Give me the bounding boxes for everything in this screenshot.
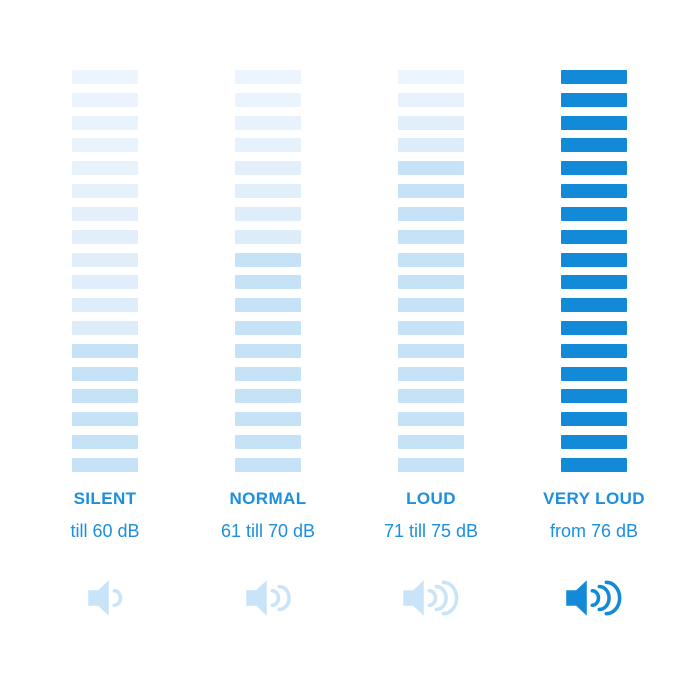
column-loud: LOUD 71 till 75 dB <box>361 70 501 618</box>
bar-segment <box>72 252 138 267</box>
bar-segment <box>72 115 138 130</box>
columns-row: SILENT till 60 dB NORMAL 61 till 70 dB L… <box>35 0 700 618</box>
bar-segment <box>398 320 464 335</box>
bar-segment <box>72 298 138 313</box>
level-bar-very-loud <box>561 70 627 472</box>
bar-segment <box>235 389 301 404</box>
bar-segment <box>235 298 301 313</box>
bar-segment <box>561 343 627 358</box>
bar-segment <box>398 252 464 267</box>
bar-segment <box>235 138 301 153</box>
bar-segment <box>235 161 301 176</box>
db-range-loud: 71 till 75 dB <box>383 521 479 541</box>
bar-segment <box>235 435 301 449</box>
bar-segment <box>398 457 464 472</box>
bar-segment <box>235 184 301 199</box>
bar-segment <box>561 457 627 472</box>
speaker-1-wave-icon <box>86 578 125 618</box>
bar-segment <box>398 138 464 153</box>
bar-segment <box>398 115 464 130</box>
bar-segment <box>561 366 627 381</box>
bar-segment <box>561 298 627 313</box>
bar-segment <box>398 389 464 404</box>
bar-segment <box>561 92 627 107</box>
bar-segment <box>72 389 138 404</box>
speaker-3-waves-bold-icon <box>564 578 624 618</box>
bar-segment <box>235 252 301 267</box>
bar-segment <box>72 275 138 290</box>
bar-segment <box>398 412 464 427</box>
level-bar-loud <box>398 70 464 472</box>
bar-segment <box>72 229 138 244</box>
bar-segment <box>235 206 301 221</box>
speaker-3-waves-icon <box>401 578 461 618</box>
bar-segment <box>398 229 464 244</box>
column-normal: NORMAL 61 till 70 dB <box>198 70 338 618</box>
bar-segment <box>398 92 464 107</box>
level-bar-normal <box>235 70 301 472</box>
bar-segment <box>235 70 301 84</box>
bar-segment <box>72 320 138 335</box>
bar-segment <box>561 70 627 84</box>
bar-segment <box>235 115 301 130</box>
bar-segment <box>398 435 464 449</box>
bar-segment <box>561 206 627 221</box>
bar-segment <box>235 92 301 107</box>
bar-segment <box>398 184 464 199</box>
bar-segment <box>235 412 301 427</box>
bar-segment <box>235 320 301 335</box>
bar-segment <box>235 457 301 472</box>
db-range-silent: till 60 dB <box>70 521 140 541</box>
category-label-normal: NORMAL <box>229 489 307 508</box>
db-range-normal: 61 till 70 dB <box>220 521 316 541</box>
bar-segment <box>398 366 464 381</box>
bar-segment <box>235 229 301 244</box>
bar-segment <box>72 138 138 153</box>
db-range-very-loud: from 76 dB <box>549 521 639 541</box>
level-bar-silent <box>72 70 138 472</box>
bar-segment <box>398 70 464 84</box>
bar-segment <box>561 435 627 449</box>
bar-segment <box>398 206 464 221</box>
bar-segment <box>398 161 464 176</box>
bar-segment <box>72 161 138 176</box>
bar-segment <box>561 412 627 427</box>
bar-segment <box>561 320 627 335</box>
bar-segment <box>561 184 627 199</box>
bar-segment <box>561 275 627 290</box>
category-label-silent: SILENT <box>73 489 137 508</box>
bar-segment <box>398 275 464 290</box>
bar-segment <box>235 366 301 381</box>
category-label-loud: LOUD <box>406 489 456 508</box>
column-silent: SILENT till 60 dB <box>35 70 175 618</box>
bar-segment <box>561 161 627 176</box>
bar-segment <box>72 457 138 472</box>
column-very-loud: VERY LOUD from 76 dB <box>524 70 664 618</box>
bar-segment <box>72 184 138 199</box>
bar-segment <box>72 70 138 84</box>
bar-segment <box>561 252 627 267</box>
speaker-2-waves-icon <box>244 578 293 618</box>
bar-segment <box>72 206 138 221</box>
bar-segment <box>561 229 627 244</box>
bar-segment <box>398 298 464 313</box>
bar-segment <box>561 138 627 153</box>
bar-segment <box>561 115 627 130</box>
bar-segment <box>235 275 301 290</box>
bar-segment <box>398 343 464 358</box>
bar-segment <box>72 412 138 427</box>
bar-segment <box>72 435 138 449</box>
bar-segment <box>72 343 138 358</box>
bar-segment <box>72 92 138 107</box>
bar-segment <box>72 366 138 381</box>
bar-segment <box>235 343 301 358</box>
bar-segment <box>561 389 627 404</box>
category-label-very-loud: VERY LOUD <box>543 489 645 508</box>
